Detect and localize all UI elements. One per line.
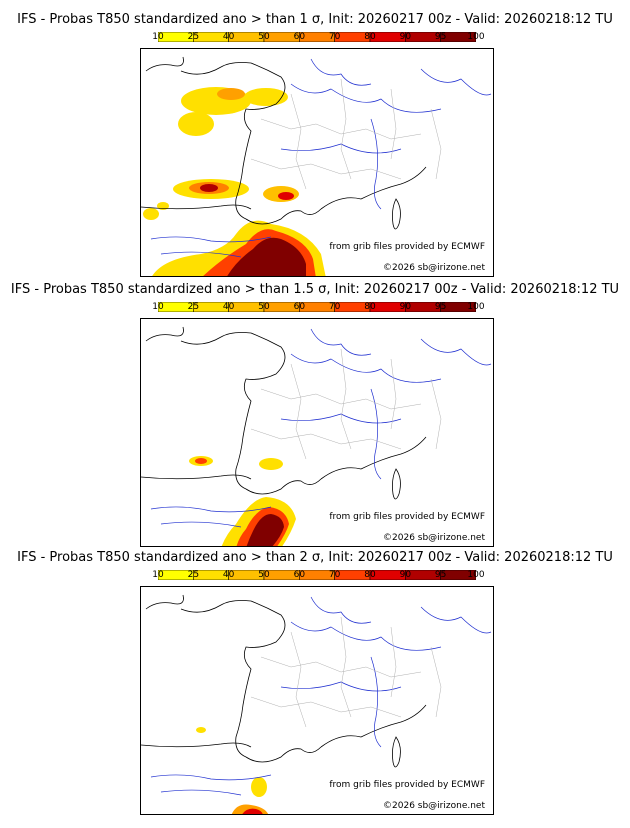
credit-copyright: ©2026 sb@irizone.net xyxy=(381,263,487,273)
panel-title: IFS - Probas T850 standardized ano > tha… xyxy=(17,550,613,565)
colorbar-tick-label: 90 xyxy=(399,302,412,312)
coastline xyxy=(141,56,427,230)
colorbar-tick-label: 60 xyxy=(293,570,306,580)
credit-source: from grib files provided by ECMWF xyxy=(327,512,487,522)
colorbar-tick-label: 50 xyxy=(258,302,270,312)
colorbar-tick-label: 100 xyxy=(467,302,485,312)
coastline xyxy=(141,326,427,500)
probability-shading xyxy=(196,727,269,814)
map-france: from grib files provided by ECMWF ©2026 … xyxy=(140,586,494,815)
colorbar-tick-label: 100 xyxy=(467,32,485,42)
colorbar xyxy=(158,32,476,42)
colorbar-tick-label: 40 xyxy=(222,32,235,42)
admin-borders xyxy=(250,348,442,460)
colorbar-tick-label: 70 xyxy=(328,32,341,42)
colorbar-tick-label: 10 xyxy=(152,570,164,580)
rivers xyxy=(150,328,492,528)
panel-title: IFS - Probas T850 standardized ano > tha… xyxy=(17,12,613,27)
colorbar-tick-label: 25 xyxy=(187,570,200,580)
colorbar-tick-label: 70 xyxy=(328,302,341,312)
colorbar-tick-label: 25 xyxy=(187,302,200,312)
colorbar-tick-label: 90 xyxy=(399,570,412,580)
colorbar-tick-label: 50 xyxy=(258,570,270,580)
colorbar-tick-label: 40 xyxy=(222,302,235,312)
colorbar xyxy=(158,570,476,580)
colorbar-tick-label: 95 xyxy=(434,302,447,312)
rivers xyxy=(150,58,492,258)
colorbar xyxy=(158,302,476,312)
colorbar-tick-label: 60 xyxy=(293,302,306,312)
colorbar-tick-label: 60 xyxy=(293,32,306,42)
coastline xyxy=(141,594,427,768)
colorbar-tick-label: 95 xyxy=(434,32,447,42)
colorbar-tick-label: 90 xyxy=(399,32,412,42)
probability-panel-1-5sigma: IFS - Probas T850 standardized ano > tha… xyxy=(0,282,630,552)
colorbar-tick-label: 95 xyxy=(434,570,447,580)
colorbar-tick-label: 25 xyxy=(187,32,200,42)
panel-title: IFS - Probas T850 standardized ano > tha… xyxy=(10,282,620,297)
credit-source: from grib files provided by ECMWF xyxy=(327,780,487,790)
credit-source: from grib files provided by ECMWF xyxy=(327,242,487,252)
probability-panel-1sigma: IFS - Probas T850 standardized ano > tha… xyxy=(0,12,630,282)
colorbar-tick-label: 10 xyxy=(152,302,164,312)
colorbar-tick-label: 40 xyxy=(222,570,235,580)
colorbar-tick-label: 100 xyxy=(467,570,485,580)
colorbar-tick-label: 80 xyxy=(364,570,376,580)
colorbar-tick-label: 10 xyxy=(152,32,164,42)
probability-panel-2sigma: IFS - Probas T850 standardized ano > tha… xyxy=(0,550,630,820)
probability-shading xyxy=(143,87,326,276)
colorbar-tick-label: 80 xyxy=(364,302,376,312)
credit-copyright: ©2026 sb@irizone.net xyxy=(381,801,487,811)
admin-borders xyxy=(250,616,442,728)
map-france: from grib files provided by ECMWF ©2026 … xyxy=(140,48,494,277)
credit-copyright: ©2026 sb@irizone.net xyxy=(381,533,487,543)
colorbar-tick-label: 80 xyxy=(364,32,376,42)
admin-borders xyxy=(250,78,442,190)
colorbar-tick-label: 50 xyxy=(258,32,270,42)
colorbar-tick-label: 70 xyxy=(328,570,341,580)
map-france: from grib files provided by ECMWF ©2026 … xyxy=(140,318,494,547)
rivers xyxy=(150,596,492,796)
probability-shading xyxy=(189,456,296,546)
